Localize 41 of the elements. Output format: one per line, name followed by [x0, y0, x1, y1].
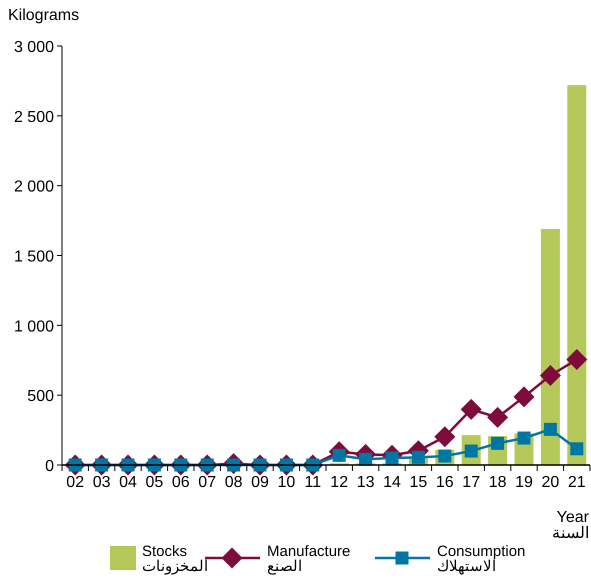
y-tick-label: 1 500: [14, 248, 54, 266]
x-tick-label: 09: [251, 474, 269, 491]
point: [544, 422, 557, 436]
x-tick-label: 10: [278, 474, 296, 491]
x-tick-label: 07: [198, 474, 216, 491]
point: [514, 386, 534, 408]
point: [491, 436, 504, 450]
x-tick-label: 21: [568, 474, 586, 491]
x-tick-label: 13: [356, 474, 375, 491]
point: [570, 442, 584, 456]
x-tick-label: 11: [304, 474, 322, 491]
x-tick-label: 16: [436, 474, 454, 491]
x-tick-label: 03: [92, 474, 111, 491]
point: [460, 398, 482, 420]
bar: [540, 228, 560, 465]
x-tick-label: 05: [146, 474, 164, 491]
x-tick-label: 04: [119, 474, 137, 491]
x-tick-label: 18: [488, 474, 507, 491]
y-tick-label: 2 500: [14, 108, 54, 126]
y-tick-label: 500: [27, 388, 54, 406]
y-tick-label: 0: [45, 458, 54, 475]
x-tick-label: 17: [462, 474, 480, 491]
x-tick-label: 14: [383, 474, 401, 491]
x-tick-label: 12: [330, 474, 348, 491]
x-tick-label: 19: [515, 474, 533, 491]
x-tick-label: 15: [410, 474, 428, 491]
y-tick-label: 3 000: [14, 39, 54, 56]
point: [518, 432, 530, 445]
y-tick-label: 2 000: [14, 178, 54, 196]
point: [487, 406, 508, 428]
y-axis-title: Kilograms: [8, 7, 80, 24]
point: [412, 450, 425, 464]
point: [566, 349, 588, 370]
x-tick-label: 02: [66, 474, 84, 491]
x-tick-label: 08: [224, 474, 243, 491]
x-tick-label: 06: [172, 474, 190, 491]
bar: [567, 85, 586, 465]
y-tick-label: 1 000: [14, 318, 54, 336]
point: [540, 364, 561, 386]
x-tick-label: 20: [542, 474, 560, 491]
point: [434, 426, 456, 448]
